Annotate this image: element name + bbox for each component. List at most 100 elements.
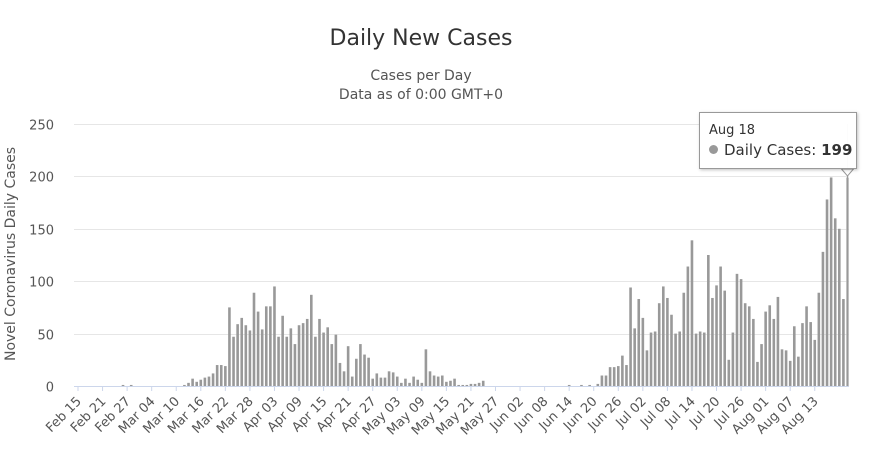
daily-cases-bar[interactable]: [662, 286, 665, 386]
daily-cases-bar[interactable]: [260, 329, 264, 386]
daily-cases-bar[interactable]: [183, 384, 186, 386]
daily-cases-bar[interactable]: [604, 375, 608, 386]
daily-cases-bar[interactable]: [821, 251, 825, 386]
daily-cases-bar[interactable]: [842, 299, 845, 386]
daily-cases-bar[interactable]: [391, 372, 395, 386]
daily-cases-bar[interactable]: [363, 354, 366, 386]
daily-cases-bar[interactable]: [387, 371, 391, 386]
daily-cases-bar[interactable]: [129, 384, 133, 386]
daily-cases-bar[interactable]: [465, 384, 469, 386]
daily-cases-bar[interactable]: [424, 349, 428, 386]
daily-cases-bar[interactable]: [453, 378, 456, 386]
daily-cases-bar[interactable]: [400, 382, 403, 386]
daily-cases-bar[interactable]: [723, 290, 727, 386]
daily-cases-bar[interactable]: [412, 376, 415, 386]
daily-cases-bar[interactable]: [301, 323, 305, 386]
daily-cases-bar[interactable]: [199, 379, 203, 386]
daily-cases-bar[interactable]: [469, 383, 473, 386]
daily-cases-bar[interactable]: [326, 327, 329, 386]
daily-cases-bar[interactable]: [711, 297, 714, 386]
daily-cases-bar[interactable]: [666, 297, 669, 386]
daily-cases-bar[interactable]: [224, 366, 227, 386]
daily-cases-bar[interactable]: [191, 378, 194, 386]
daily-cases-bar[interactable]: [768, 305, 772, 386]
daily-cases-bar[interactable]: [805, 306, 808, 386]
daily-cases-bar[interactable]: [236, 324, 239, 386]
daily-cases-bar[interactable]: [355, 358, 358, 386]
daily-cases-bar[interactable]: [674, 333, 677, 386]
daily-cases-bar[interactable]: [228, 307, 231, 386]
daily-cases-bar[interactable]: [682, 292, 686, 386]
daily-cases-bar[interactable]: [240, 317, 244, 386]
daily-cases-bar[interactable]: [616, 366, 620, 386]
daily-cases-bar[interactable]: [187, 382, 190, 386]
daily-cases-bar[interactable]: [367, 357, 370, 386]
daily-cases-bar[interactable]: [838, 228, 841, 386]
daily-cases-bar[interactable]: [477, 382, 481, 386]
daily-cases-bar[interactable]: [580, 384, 583, 386]
daily-cases-bar[interactable]: [690, 240, 694, 386]
daily-cases-bar[interactable]: [567, 384, 571, 386]
daily-cases-bar[interactable]: [657, 303, 661, 386]
daily-cases-bar[interactable]: [735, 273, 739, 386]
daily-cases-bar[interactable]: [481, 380, 485, 386]
daily-cases-bar[interactable]: [334, 334, 338, 386]
daily-cases-bar[interactable]: [612, 367, 616, 386]
daily-cases-bar[interactable]: [342, 371, 346, 386]
daily-cases-bar[interactable]: [801, 323, 804, 386]
daily-cases-bar[interactable]: [395, 376, 399, 386]
daily-cases-bar[interactable]: [330, 344, 334, 386]
daily-cases-bar[interactable]: [310, 294, 313, 386]
daily-cases-bar[interactable]: [428, 371, 432, 386]
daily-cases-bar[interactable]: [678, 331, 681, 387]
daily-cases-bar[interactable]: [252, 292, 256, 386]
daily-cases-bar[interactable]: [461, 384, 465, 386]
daily-cases-bar[interactable]: [670, 314, 673, 386]
daily-cases-bar[interactable]: [686, 266, 690, 386]
daily-cases-bar[interactable]: [739, 279, 743, 386]
daily-cases-bar[interactable]: [817, 292, 821, 386]
daily-cases-bar[interactable]: [641, 317, 645, 386]
daily-cases-bar[interactable]: [833, 218, 837, 386]
bar-series[interactable]: [121, 124, 855, 387]
daily-cases-bar[interactable]: [371, 378, 374, 386]
daily-cases-bar[interactable]: [297, 325, 301, 386]
daily-cases-bar[interactable]: [731, 332, 735, 386]
daily-cases-bar[interactable]: [825, 199, 829, 386]
daily-cases-bar[interactable]: [281, 315, 284, 386]
daily-cases-bar[interactable]: [195, 381, 198, 386]
daily-cases-bar[interactable]: [379, 377, 383, 386]
daily-cases-bar[interactable]: [621, 355, 624, 386]
daily-cases-bar[interactable]: [436, 376, 440, 386]
daily-cases-bar[interactable]: [633, 328, 636, 386]
daily-cases-bar[interactable]: [760, 344, 763, 386]
daily-cases-bar[interactable]: [702, 332, 706, 386]
daily-cases-bar[interactable]: [277, 336, 280, 386]
daily-cases-bar[interactable]: [747, 306, 751, 386]
daily-cases-bar[interactable]: [203, 377, 207, 386]
daily-cases-bar[interactable]: [797, 356, 800, 386]
daily-cases-bar[interactable]: [707, 255, 710, 386]
daily-cases-bar[interactable]: [698, 331, 702, 387]
daily-cases-bar[interactable]: [432, 375, 436, 386]
daily-cases-bar[interactable]: [383, 377, 387, 386]
daily-cases-bar[interactable]: [829, 177, 833, 386]
daily-cases-bar[interactable]: [322, 332, 325, 386]
daily-cases-bar[interactable]: [727, 359, 731, 386]
daily-cases-bar[interactable]: [596, 383, 600, 386]
daily-cases-bar[interactable]: [375, 373, 379, 386]
daily-cases-bar[interactable]: [404, 378, 407, 386]
daily-cases-bar[interactable]: [318, 318, 321, 386]
daily-cases-bar[interactable]: [715, 285, 718, 386]
daily-cases-bar[interactable]: [792, 326, 796, 386]
daily-cases-bar[interactable]: [600, 375, 604, 386]
daily-cases-bar[interactable]: [215, 365, 219, 386]
daily-cases-bar[interactable]: [305, 318, 309, 386]
daily-cases-bar[interactable]: [314, 336, 317, 386]
daily-cases-bar[interactable]: [719, 266, 722, 386]
daily-cases-bar[interactable]: [248, 330, 252, 386]
daily-cases-bar[interactable]: [440, 375, 444, 386]
daily-cases-bar[interactable]: [264, 306, 268, 386]
daily-cases-bar[interactable]: [211, 373, 215, 386]
daily-cases-bar[interactable]: [694, 333, 698, 386]
